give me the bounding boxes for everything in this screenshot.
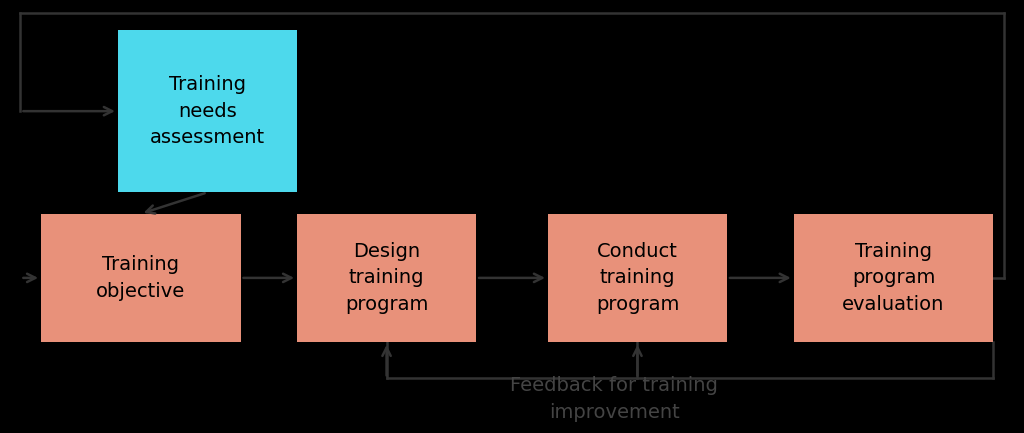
FancyBboxPatch shape xyxy=(297,214,476,342)
Text: Training
objective: Training objective xyxy=(96,255,185,301)
Text: Design
training
program: Design training program xyxy=(345,242,428,314)
FancyBboxPatch shape xyxy=(118,30,297,192)
FancyBboxPatch shape xyxy=(794,214,993,342)
FancyBboxPatch shape xyxy=(548,214,727,342)
Text: Training
needs
assessment: Training needs assessment xyxy=(150,75,265,147)
Text: Training
program
evaluation: Training program evaluation xyxy=(843,242,944,314)
Text: Feedback for training
improvement: Feedback for training improvement xyxy=(510,376,719,422)
Text: Conduct
training
program: Conduct training program xyxy=(596,242,679,314)
FancyBboxPatch shape xyxy=(41,214,241,342)
